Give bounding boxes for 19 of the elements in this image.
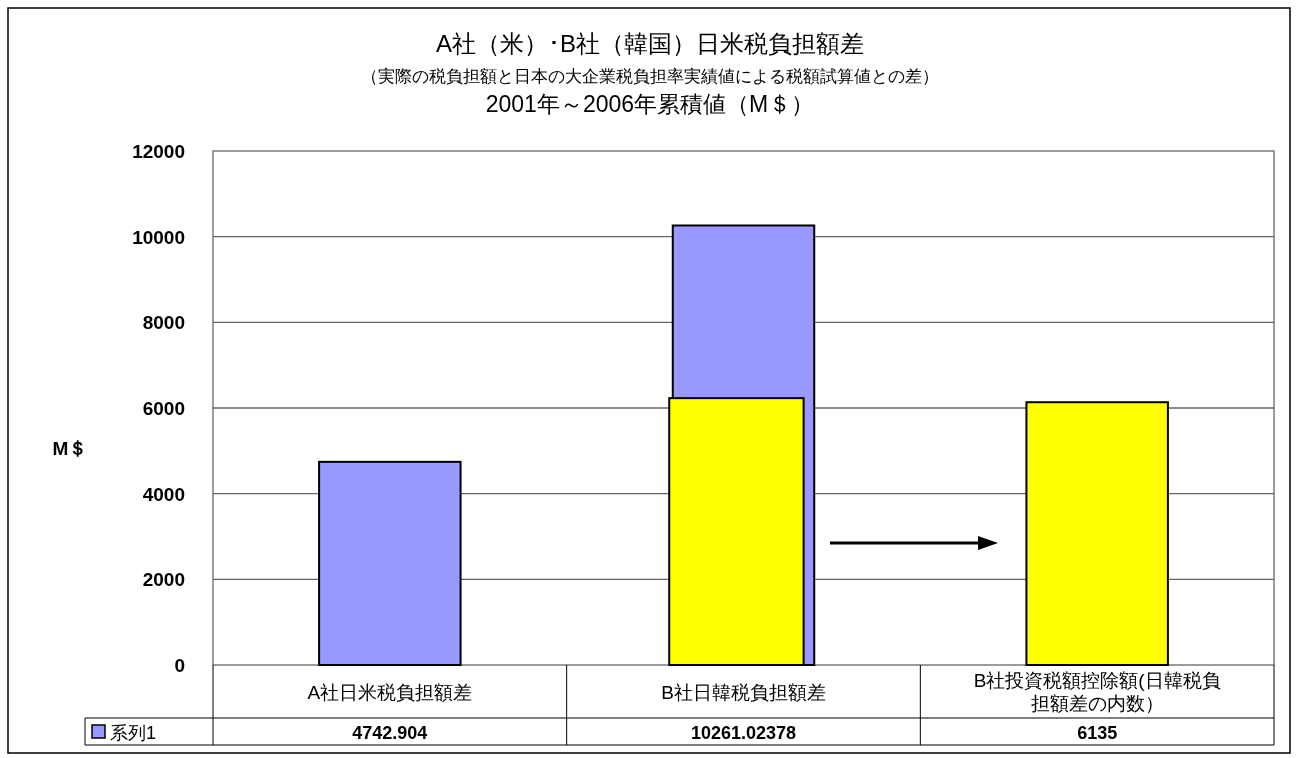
y-tick-label: 4000 [142,483,185,505]
legend-label: 系列1 [110,723,157,743]
data-label: 4742.904 [352,723,428,743]
data-label: 6135 [1077,723,1118,743]
y-tick-label: 8000 [142,312,185,334]
x-tick-label: B社日韓税負担額差 [661,681,826,703]
y-tick-label: 2000 [142,569,185,591]
chart-subtitle: （実際の税負担額と日本の大企業税負担率実績値による税額試算値との差） [361,67,939,85]
bar [318,460,462,666]
y-tick-label: 6000 [142,398,185,419]
y-tick-label: 0 [174,655,185,676]
y-tick-label: 12000 [132,141,185,162]
text: 2001年～2006年累積値（M＄） [485,91,815,117]
x-tick-label: B社投資税額控除額(日韓税負担額差の内数） [973,670,1221,714]
y-axis-title: M＄ [52,438,88,459]
x-tick-label: A社日米税負担額差 [307,681,473,703]
data-label: 10261.02378 [690,723,797,743]
chart-title: A社（米）･B社（韓国）日米税負担額差 [435,30,865,57]
y-tick-label: 10000 [132,226,185,248]
